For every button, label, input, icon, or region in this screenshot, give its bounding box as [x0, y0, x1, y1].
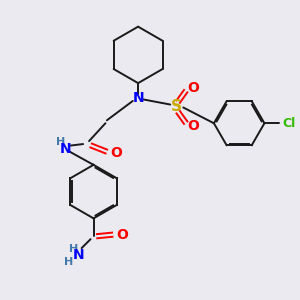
Text: H: H — [64, 257, 74, 267]
Text: O: O — [110, 146, 122, 160]
Text: Cl: Cl — [282, 117, 296, 130]
Text: O: O — [187, 81, 199, 94]
Text: S: S — [171, 99, 182, 114]
Text: H: H — [69, 244, 78, 254]
Text: N: N — [73, 248, 85, 262]
Text: H: H — [56, 137, 65, 147]
Text: N: N — [59, 142, 71, 155]
Text: O: O — [187, 119, 199, 133]
Text: N: N — [132, 91, 144, 105]
Text: O: O — [116, 228, 128, 242]
